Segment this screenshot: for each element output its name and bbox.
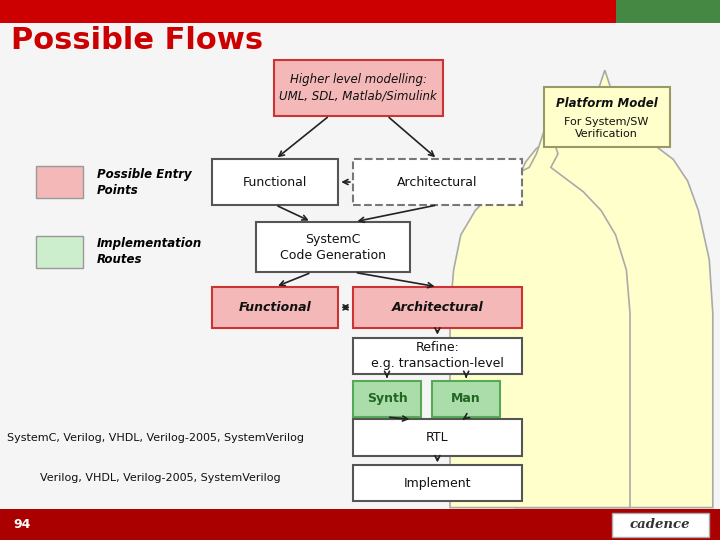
Text: SystemC, Verilog, VHDL, Verilog-2005, SystemVerilog: SystemC, Verilog, VHDL, Verilog-2005, Sy… <box>7 433 304 443</box>
Text: Verilog, VHDL, Verilog-2005, SystemVerilog: Verilog, VHDL, Verilog-2005, SystemVeril… <box>40 473 280 483</box>
Text: Architectural: Architectural <box>392 301 483 314</box>
Bar <box>353 381 421 417</box>
Text: For System/SW
Verification: For System/SW Verification <box>564 117 649 139</box>
Bar <box>353 338 522 374</box>
Bar <box>0 509 720 540</box>
Text: Functional: Functional <box>243 176 307 188</box>
Bar <box>616 0 720 23</box>
Text: Implementation
Routes: Implementation Routes <box>97 238 202 266</box>
Bar <box>353 465 522 502</box>
Text: Functional: Functional <box>239 301 312 314</box>
Bar <box>36 166 83 198</box>
Text: Architectural: Architectural <box>397 176 477 188</box>
Text: Man: Man <box>451 393 481 406</box>
Bar <box>353 287 522 328</box>
Bar <box>612 513 709 537</box>
Text: Platform Model: Platform Model <box>556 97 657 110</box>
Bar <box>353 420 522 456</box>
Bar <box>212 159 338 205</box>
Bar <box>0 0 720 23</box>
Text: cadence: cadence <box>630 518 690 531</box>
Bar <box>36 237 83 268</box>
Text: Possible Flows: Possible Flows <box>11 26 263 55</box>
Bar <box>256 222 410 272</box>
Bar <box>212 287 338 328</box>
Bar <box>544 87 670 147</box>
PathPatch shape <box>450 122 630 508</box>
Text: Possible Entry
Points: Possible Entry Points <box>97 167 192 197</box>
Text: Higher level modelling:
UML, SDL, Matlab/Simulink: Higher level modelling: UML, SDL, Matlab… <box>279 73 437 103</box>
Text: Implement: Implement <box>404 477 471 490</box>
Bar <box>274 60 443 116</box>
Text: 94: 94 <box>13 518 30 531</box>
Bar <box>353 159 522 205</box>
Bar <box>616 0 720 23</box>
Text: SystemC
Code Generation: SystemC Code Generation <box>280 233 386 261</box>
Text: Refine:
e.g. transaction-level: Refine: e.g. transaction-level <box>371 341 504 370</box>
Text: RTL: RTL <box>426 431 449 444</box>
Text: Synth: Synth <box>366 393 408 406</box>
PathPatch shape <box>515 70 713 508</box>
Bar <box>432 381 500 417</box>
